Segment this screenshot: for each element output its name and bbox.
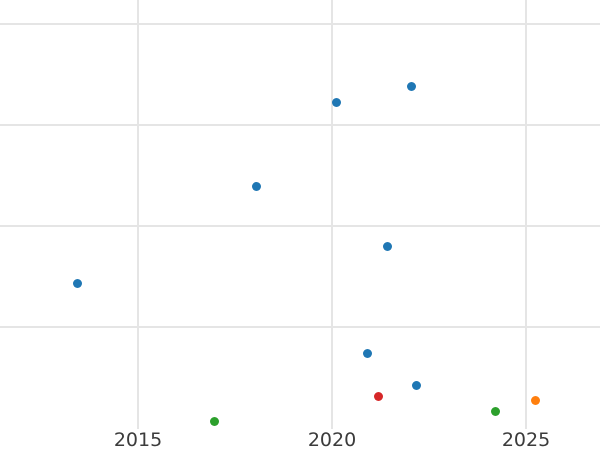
- x-tick-label: 2025: [501, 429, 551, 450]
- x-tick-label: 2015: [113, 429, 163, 450]
- scatter-point-blue: [72, 278, 82, 288]
- scatter-point-blue: [251, 181, 261, 191]
- scatter-point-blue: [331, 97, 341, 107]
- gridline-horizontal: [0, 124, 600, 126]
- scatter-point-blue: [406, 81, 416, 91]
- scatter-point-green: [490, 406, 500, 416]
- scatter-point-blue: [411, 380, 421, 390]
- scatter-point-blue: [362, 348, 372, 358]
- gridline-horizontal: [0, 23, 600, 25]
- gridline-vertical: [525, 0, 527, 429]
- gridline-horizontal: [0, 326, 600, 328]
- scatter-point-green: [209, 416, 219, 426]
- scatter-point-red: [373, 391, 383, 401]
- gridline-vertical: [137, 0, 139, 429]
- gridline-horizontal: [0, 225, 600, 227]
- gridline-vertical: [331, 0, 333, 429]
- scatter-point-blue: [382, 241, 392, 251]
- x-tick-label: 2020: [307, 429, 357, 450]
- scatter-point-orange: [530, 395, 540, 405]
